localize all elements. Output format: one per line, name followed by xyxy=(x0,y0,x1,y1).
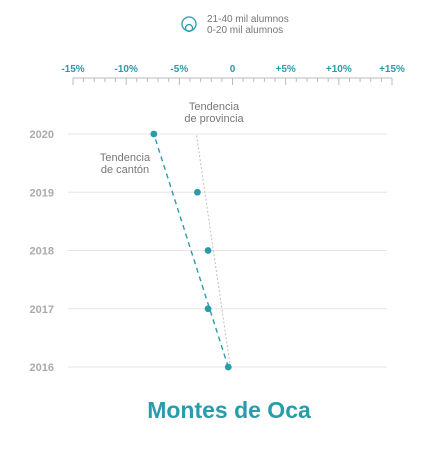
x-tick-label: -15% xyxy=(61,64,84,75)
year-label: 2020 xyxy=(30,129,54,141)
data-point-2020 xyxy=(150,130,158,138)
province-trend-annotation: Tendencia xyxy=(189,101,240,113)
x-tick-label: -10% xyxy=(114,64,137,75)
x-tick-label: +10% xyxy=(326,64,352,75)
x-axis: -15% -10% -5% 0 +5% +10% +15% xyxy=(61,64,405,85)
year-label: 2017 xyxy=(30,304,54,316)
year-label: 2016 xyxy=(30,362,54,374)
legend-small-circle-icon xyxy=(184,23,194,33)
legend-small-label: 0-20 mil alumnos xyxy=(207,25,283,36)
x-tick-label: +15% xyxy=(379,64,405,75)
province-trend-annotation: de provincia xyxy=(184,113,244,125)
legend: 21-40 mil alumnos 0-20 mil alumnos xyxy=(181,14,289,36)
trend-lines xyxy=(153,133,231,368)
year-label: 2018 xyxy=(30,246,54,258)
year-label: 2019 xyxy=(30,187,54,199)
data-points xyxy=(150,130,232,371)
data-point-2019 xyxy=(194,188,201,196)
canton-trend-annotation: Tendencia xyxy=(100,152,151,164)
x-tick-label: -5% xyxy=(170,64,188,75)
data-point-2017 xyxy=(204,305,212,313)
canton-trend-line xyxy=(153,133,229,368)
chart-title: Montes de Oca xyxy=(147,397,311,423)
province-trend-line xyxy=(195,133,231,368)
data-point-2018 xyxy=(204,247,212,254)
x-tick-label: 0 xyxy=(230,64,236,75)
canton-trend-annotation: de cantón xyxy=(101,164,149,176)
data-point-2016 xyxy=(224,363,232,371)
legend-large-label: 21-40 mil alumnos xyxy=(207,14,289,25)
x-tick-label: +5% xyxy=(276,64,296,75)
